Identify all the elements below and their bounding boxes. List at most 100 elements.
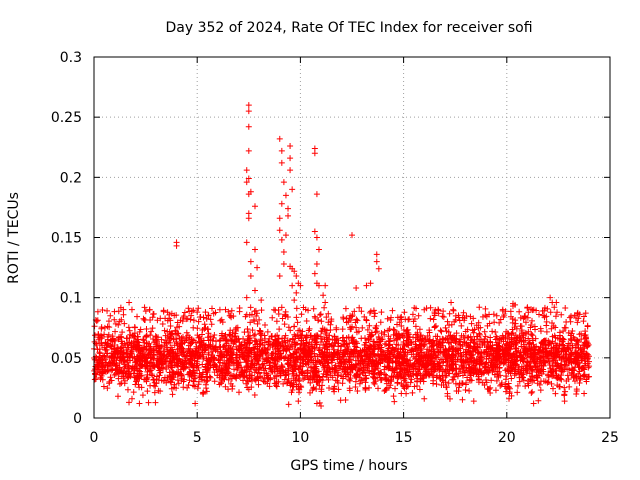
data-point bbox=[159, 365, 166, 372]
data-point bbox=[199, 389, 206, 396]
data-point bbox=[445, 380, 452, 387]
data-point bbox=[408, 368, 415, 375]
data-point bbox=[318, 388, 325, 395]
data-point bbox=[334, 372, 341, 379]
data-point bbox=[475, 376, 482, 383]
data-point bbox=[483, 348, 490, 355]
data-point bbox=[340, 315, 347, 322]
data-point bbox=[230, 313, 237, 320]
data-point bbox=[525, 309, 532, 316]
data-point bbox=[507, 370, 514, 377]
data-point bbox=[446, 370, 453, 377]
data-point bbox=[300, 341, 307, 348]
data-point bbox=[335, 369, 342, 376]
data-point bbox=[538, 370, 545, 377]
data-point bbox=[582, 310, 589, 317]
data-point bbox=[199, 361, 206, 368]
data-point bbox=[561, 324, 568, 331]
data-point bbox=[391, 327, 398, 334]
data-point bbox=[140, 315, 147, 322]
data-point bbox=[372, 353, 379, 360]
data-point bbox=[353, 324, 360, 331]
data-point bbox=[375, 333, 382, 340]
data-point bbox=[281, 321, 288, 328]
data-point bbox=[514, 389, 521, 396]
data-point bbox=[409, 362, 416, 369]
data-point bbox=[144, 388, 151, 395]
data-point bbox=[550, 344, 557, 351]
data-point bbox=[195, 305, 202, 312]
x-tick-label: 15 bbox=[395, 430, 413, 446]
data-point bbox=[207, 333, 214, 340]
data-point bbox=[293, 289, 300, 296]
data-point bbox=[206, 364, 213, 371]
data-point bbox=[516, 333, 523, 340]
data-point bbox=[121, 340, 128, 347]
data-point bbox=[110, 358, 117, 365]
data-point bbox=[377, 319, 384, 326]
data-point bbox=[368, 343, 375, 350]
data-point bbox=[237, 372, 244, 379]
data-point bbox=[337, 359, 344, 366]
data-point bbox=[217, 336, 224, 343]
data-point bbox=[326, 332, 333, 339]
data-point bbox=[430, 316, 437, 323]
data-point bbox=[576, 376, 583, 383]
data-point bbox=[514, 382, 521, 389]
data-point bbox=[126, 339, 133, 346]
data-point bbox=[472, 343, 479, 350]
data-point bbox=[104, 385, 111, 392]
data-point bbox=[247, 258, 254, 265]
data-point bbox=[125, 324, 132, 331]
data-point bbox=[97, 356, 104, 363]
data-point bbox=[105, 360, 112, 367]
data-point bbox=[500, 356, 507, 363]
data-point bbox=[365, 336, 372, 343]
data-point bbox=[402, 379, 409, 386]
data-point bbox=[393, 359, 400, 366]
data-point bbox=[210, 356, 217, 363]
data-point bbox=[347, 365, 354, 372]
data-point bbox=[541, 307, 548, 314]
data-point bbox=[181, 309, 188, 316]
data-point bbox=[251, 308, 258, 315]
data-point bbox=[280, 347, 287, 354]
data-point bbox=[568, 337, 575, 344]
data-point bbox=[580, 372, 587, 379]
data-point bbox=[201, 343, 208, 350]
data-point bbox=[245, 329, 252, 336]
data-point bbox=[203, 315, 210, 322]
data-point bbox=[482, 364, 489, 371]
data-point bbox=[150, 376, 157, 383]
data-point bbox=[315, 317, 322, 324]
data-point bbox=[195, 347, 202, 354]
data-point bbox=[134, 354, 141, 361]
data-point bbox=[363, 344, 370, 351]
data-point bbox=[466, 387, 473, 394]
data-point bbox=[101, 353, 108, 360]
data-point bbox=[581, 341, 588, 348]
data-point bbox=[344, 343, 351, 350]
data-point bbox=[98, 332, 105, 339]
data-point bbox=[205, 337, 212, 344]
data-point bbox=[581, 390, 588, 397]
data-point bbox=[487, 389, 494, 396]
data-point bbox=[323, 368, 330, 375]
data-point bbox=[245, 102, 252, 109]
data-point bbox=[229, 346, 236, 353]
data-point bbox=[474, 368, 481, 375]
data-point bbox=[558, 311, 565, 318]
data-point bbox=[467, 313, 474, 320]
data-point bbox=[135, 342, 142, 349]
data-point bbox=[348, 335, 355, 342]
data-point bbox=[124, 375, 131, 382]
data-point bbox=[156, 349, 163, 356]
data-point bbox=[504, 346, 511, 353]
data-point bbox=[438, 356, 445, 363]
data-point bbox=[320, 292, 327, 299]
data-point bbox=[292, 349, 299, 356]
data-point bbox=[399, 346, 406, 353]
data-point bbox=[533, 343, 540, 350]
data-point bbox=[161, 339, 168, 346]
data-point bbox=[572, 373, 579, 380]
